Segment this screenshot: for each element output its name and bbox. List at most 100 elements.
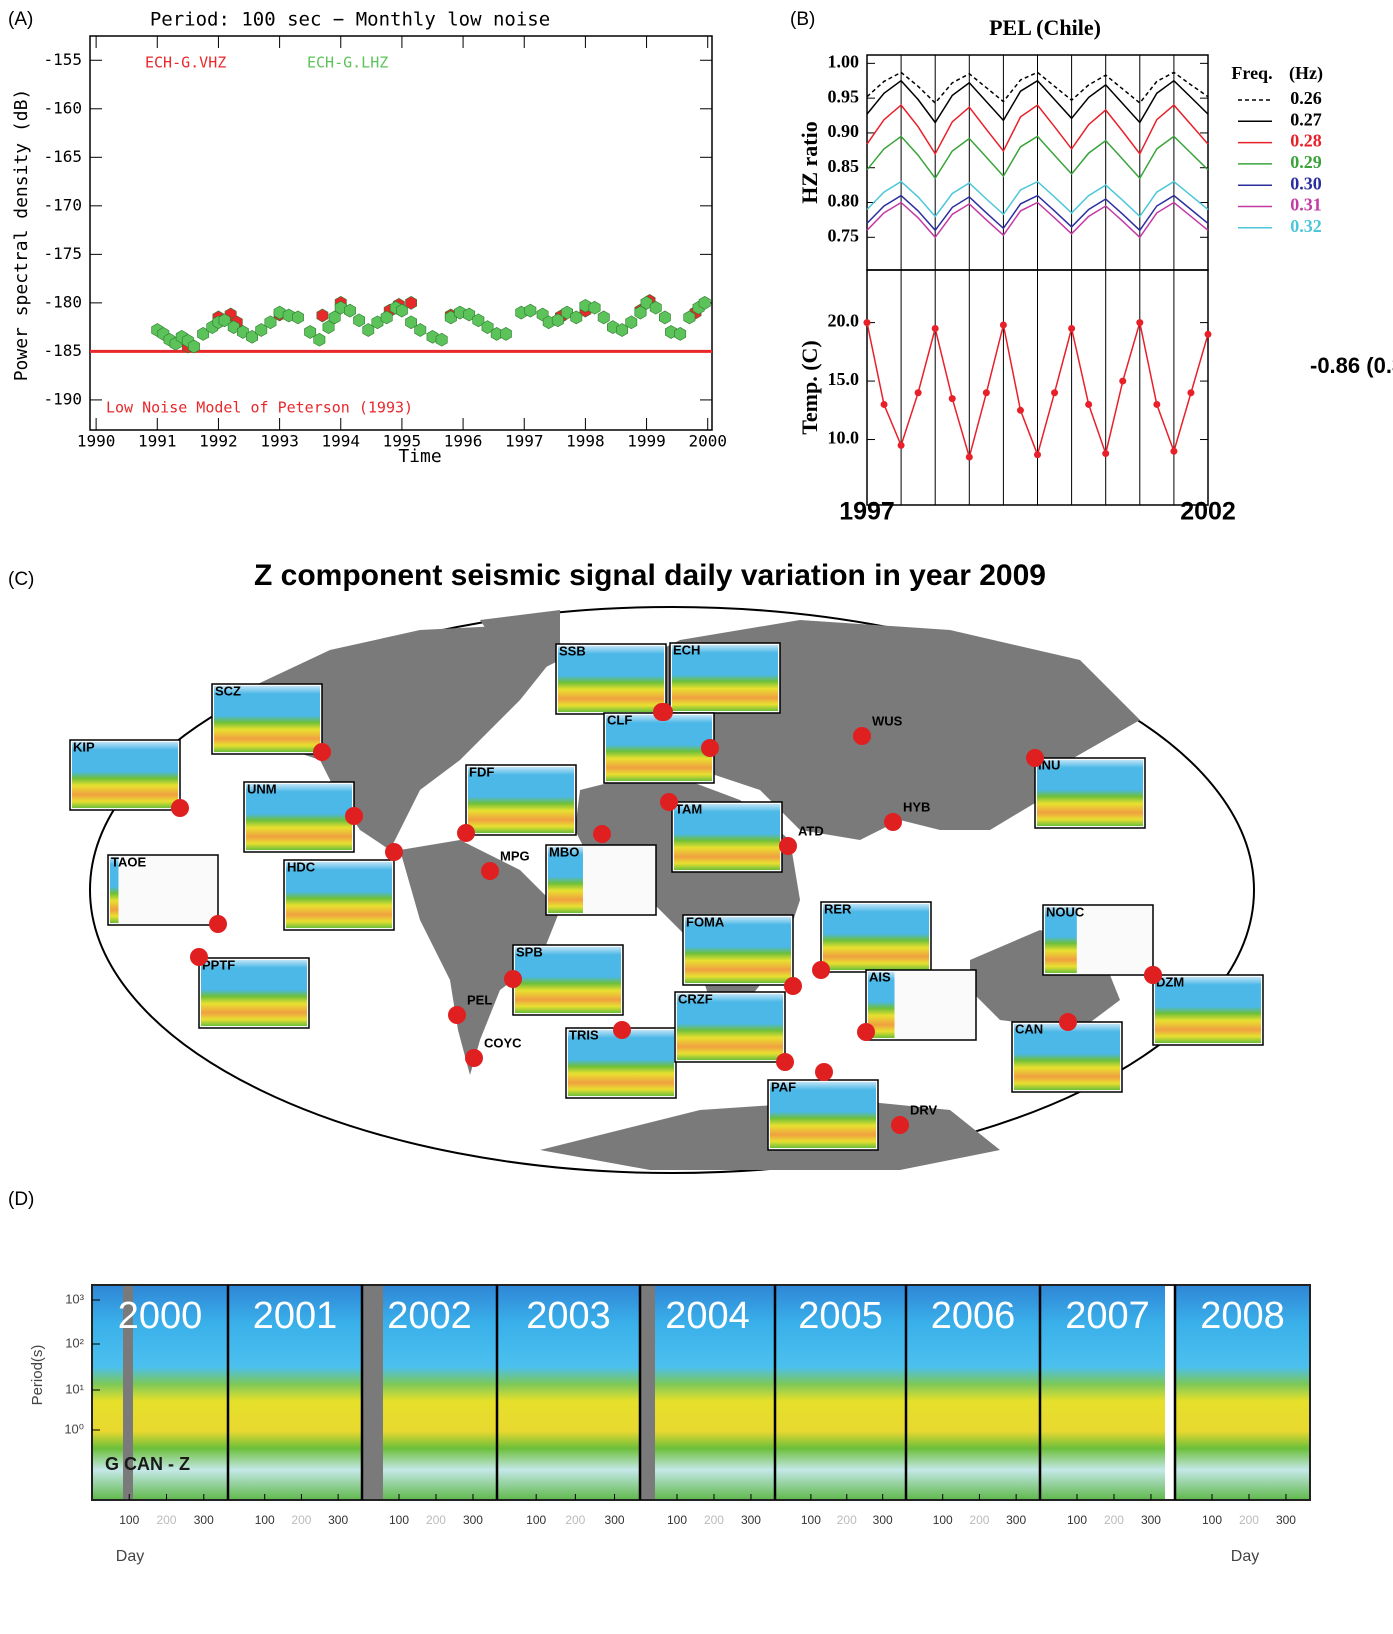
point bbox=[863, 319, 871, 327]
station-marker bbox=[655, 703, 673, 721]
point bbox=[982, 389, 990, 397]
y-tick-label: 0.75 bbox=[828, 225, 860, 245]
station-marker bbox=[1059, 1013, 1077, 1031]
station-marker bbox=[779, 837, 797, 855]
x-tick-label: 1995 bbox=[383, 432, 422, 451]
station-label: INU bbox=[1038, 757, 1060, 772]
station-marker bbox=[448, 1006, 466, 1024]
point bbox=[334, 300, 347, 315]
point bbox=[640, 296, 653, 310]
point bbox=[227, 320, 240, 334]
inset-spectrogram bbox=[558, 646, 664, 712]
station-label: TAOE bbox=[111, 854, 146, 869]
station-label: WUS bbox=[872, 713, 903, 728]
year-label: 2007 bbox=[1065, 1295, 1150, 1337]
legend-label: 0.32 bbox=[1290, 216, 1322, 236]
station-marker bbox=[853, 727, 871, 745]
x-tick-label: 300 bbox=[1141, 1513, 1161, 1527]
point bbox=[524, 303, 537, 318]
year-label: 2008 bbox=[1200, 1295, 1285, 1337]
point bbox=[316, 308, 329, 323]
station-marker bbox=[891, 1116, 909, 1134]
station-label: SCZ bbox=[215, 683, 241, 698]
point bbox=[579, 298, 592, 313]
line bbox=[866, 135, 1209, 180]
inset-spectrogram bbox=[685, 917, 791, 983]
inset-spectrogram bbox=[214, 686, 320, 752]
point bbox=[658, 310, 671, 325]
x-tick-label: 200 bbox=[157, 1513, 177, 1527]
station-label: HYB bbox=[903, 799, 930, 814]
station-marker bbox=[209, 915, 227, 933]
point bbox=[218, 313, 231, 328]
inset-spectrogram bbox=[110, 857, 119, 923]
station-marker bbox=[593, 825, 611, 843]
y-axis-label: HZ ratio bbox=[797, 121, 822, 204]
point bbox=[1085, 400, 1093, 408]
point bbox=[282, 308, 295, 323]
station-label: G CAN - Z bbox=[105, 1454, 190, 1474]
station-label: FDF bbox=[469, 764, 494, 779]
y-tick-label: -155 bbox=[43, 50, 82, 69]
inset-spectrogram bbox=[674, 804, 780, 870]
x-tick-label: 100 bbox=[933, 1513, 953, 1527]
point bbox=[570, 310, 583, 325]
y-axis-label: Temp. (C) bbox=[797, 340, 822, 435]
station-marker bbox=[857, 1023, 875, 1041]
x-tick-label: 200 bbox=[1239, 1513, 1259, 1527]
station-marker bbox=[171, 799, 189, 817]
station-label: PEL bbox=[467, 992, 492, 1007]
y-tick-label: -160 bbox=[43, 98, 82, 117]
inset-spectrogram bbox=[548, 847, 583, 913]
x-axis-label: Time bbox=[398, 446, 441, 467]
y-tick-label: 0.95 bbox=[828, 86, 860, 106]
x-tick-label: 1991 bbox=[138, 432, 177, 451]
point bbox=[948, 395, 956, 403]
station-label: COYC bbox=[484, 1035, 522, 1050]
x-tick-label: 1997 bbox=[505, 432, 544, 451]
point bbox=[674, 327, 687, 341]
station-marker bbox=[1026, 749, 1044, 767]
y-tick-label: 10³ bbox=[65, 1291, 84, 1306]
continent bbox=[480, 610, 560, 680]
point bbox=[649, 300, 662, 315]
legend-title: (Hz) bbox=[1289, 63, 1323, 84]
station-marker bbox=[313, 743, 331, 761]
point bbox=[463, 307, 476, 322]
x-tick-label: 100 bbox=[801, 1513, 821, 1527]
station-label: RER bbox=[824, 901, 852, 916]
year-label: 2003 bbox=[526, 1295, 611, 1337]
panel-label: (A) bbox=[8, 9, 33, 30]
point bbox=[606, 320, 619, 334]
point bbox=[897, 441, 905, 449]
chart-title: PEL (Chile) bbox=[989, 15, 1101, 40]
spectrogram bbox=[92, 1285, 1310, 1500]
x-tick-label: 100 bbox=[119, 1513, 139, 1527]
x-tick-label: 1990 bbox=[77, 432, 116, 451]
station-label: MPG bbox=[500, 848, 530, 863]
x-tick-label: 2002 bbox=[1180, 498, 1236, 526]
y-tick-label: 1.00 bbox=[828, 51, 860, 71]
x-tick-label: 200 bbox=[426, 1513, 446, 1527]
legend-label: ECH-G.LHZ bbox=[307, 54, 388, 72]
x-tick-label: 2000 bbox=[688, 432, 727, 451]
year-label: 2001 bbox=[253, 1295, 338, 1337]
year-label: 2005 bbox=[798, 1295, 883, 1337]
x-tick-label: 300 bbox=[873, 1513, 893, 1527]
y-tick-label: 10.0 bbox=[828, 428, 860, 448]
x-tick-label: 200 bbox=[1104, 1513, 1124, 1527]
inset-spectrogram bbox=[677, 994, 783, 1060]
point bbox=[698, 296, 711, 310]
y-tick-label: -190 bbox=[43, 389, 82, 408]
line bbox=[866, 79, 1209, 124]
x-tick-label: 300 bbox=[463, 1513, 483, 1527]
x-tick-label: 200 bbox=[837, 1513, 857, 1527]
station-label: SPB bbox=[516, 944, 543, 959]
year-label: 2000 bbox=[118, 1295, 203, 1337]
point bbox=[454, 305, 466, 320]
y-tick-label: 0.85 bbox=[828, 156, 860, 176]
inset-spectrogram bbox=[606, 715, 712, 781]
station-marker bbox=[784, 977, 802, 995]
legend-label: 0.31 bbox=[1290, 195, 1322, 215]
station-label: DRV bbox=[910, 1102, 938, 1117]
